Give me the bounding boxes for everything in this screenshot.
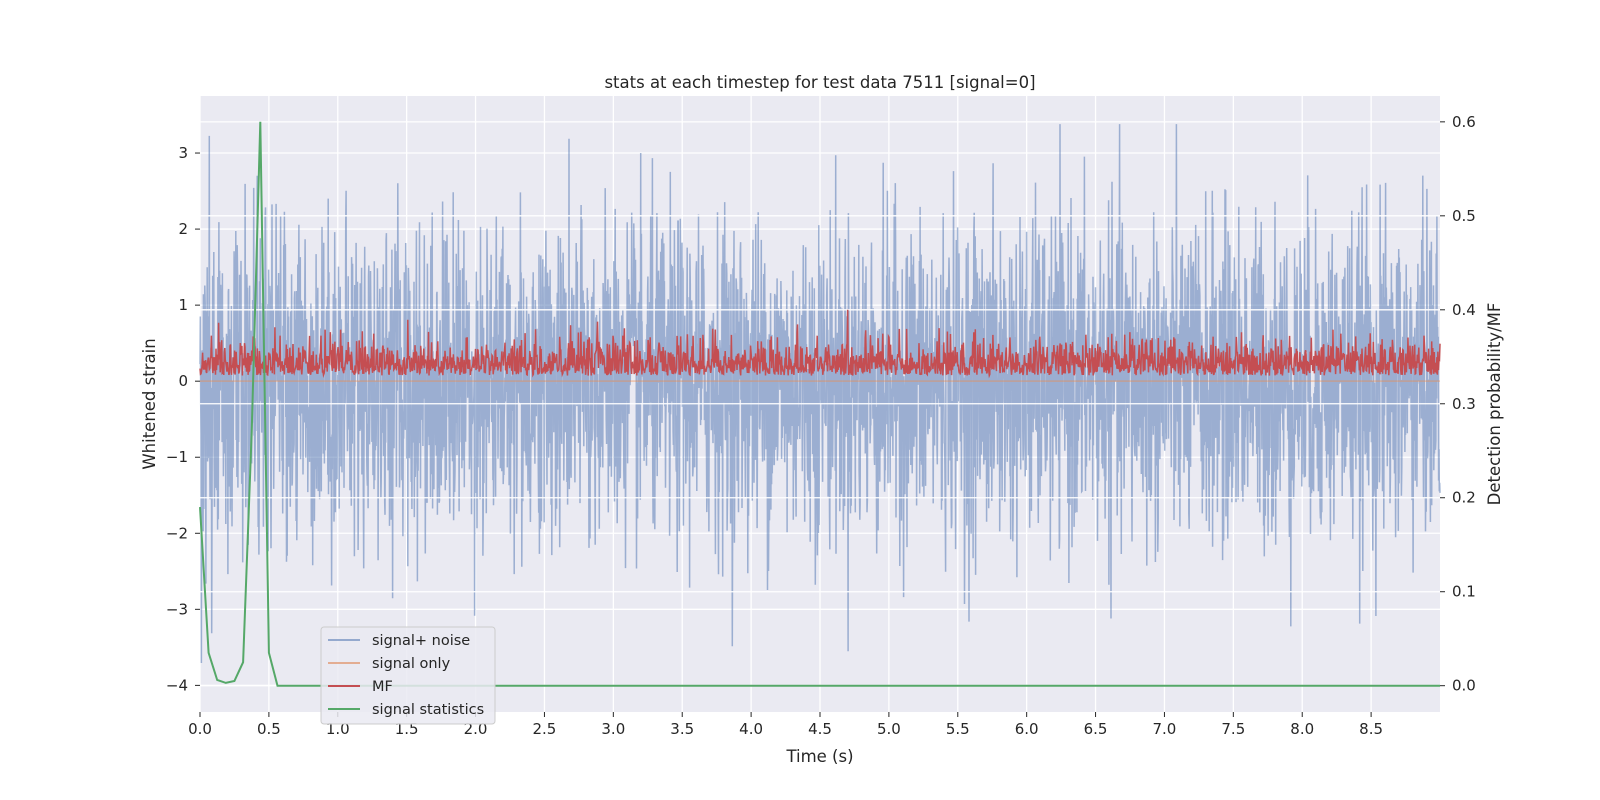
right-axis-series-layer: [199, 121, 1441, 687]
x-tick-label: 8.0: [1290, 720, 1314, 738]
series-mf: [199, 309, 1441, 379]
y-tick-label: −4: [166, 676, 188, 694]
x-tick-label: 0.0: [188, 720, 212, 738]
y-right-tick-label: 0.0: [1452, 677, 1476, 695]
legend: signal+ noise signal only MF signal stat…: [320, 626, 496, 725]
legend-label-signal-statistics: signal statistics: [372, 702, 484, 718]
y-tick-label: −2: [166, 524, 188, 542]
x-tick-label: 4.5: [808, 720, 832, 738]
y-right-ticks: 0.6 0.5 0.4 0.3 0.2 0.1 0.0: [1440, 113, 1476, 695]
x-tick-label: 5.5: [946, 720, 970, 738]
y-right-axis-label: Detection probability/MF: [1485, 303, 1504, 506]
x-tick-label: 3.0: [601, 720, 625, 738]
y-right-tick-label: 0.5: [1452, 207, 1476, 225]
y-right-tick-label: 0.3: [1452, 395, 1476, 413]
series-signal-noise: [199, 124, 1441, 664]
x-tick-label: 0.5: [257, 720, 281, 738]
y-right-tick-label: 0.4: [1452, 301, 1476, 319]
legend-box: [320, 626, 496, 725]
x-tick-label: 7.0: [1153, 720, 1177, 738]
x-axis-label: Time (s): [785, 747, 853, 766]
y-tick-label: 0: [178, 372, 188, 390]
x-tick-label: 7.5: [1221, 720, 1245, 738]
y-axis-label: Whitened strain: [140, 338, 159, 469]
y-right-tick-label: 0.1: [1452, 583, 1476, 601]
series-signal-statistics: [199, 121, 1440, 687]
x-tick-label: 2.5: [533, 720, 557, 738]
x-tick-label: 8.5: [1359, 720, 1383, 738]
y-tick-label: 2: [178, 220, 188, 238]
legend-label-mf: MF: [372, 679, 393, 695]
y-tick-label: −3: [166, 600, 188, 618]
y-tick-label: 3: [178, 144, 188, 162]
x-tick-label: 6.5: [1084, 720, 1108, 738]
y-ticks: 3 2 1 0 −1 −2 −3 −4: [166, 144, 200, 694]
y-right-tick-label: 0.2: [1452, 489, 1476, 507]
x-tick-label: 5.0: [877, 720, 901, 738]
x-tick-label: 3.5: [670, 720, 694, 738]
x-tick-label: 6.0: [1015, 720, 1039, 738]
y-right-tick-label: 0.6: [1452, 113, 1476, 131]
x-tick-label: 4.0: [739, 720, 763, 738]
chart-title: stats at each timestep for test data 751…: [604, 73, 1035, 92]
y-tick-label: −1: [166, 448, 188, 466]
y-tick-label: 1: [178, 296, 188, 314]
x-ticks: 0.0 0.5 1.0 1.5 2.0 2.5 3.0 3.5 4.0 4.5 5.0 5.5 6.0 6…: [188, 712, 1383, 738]
legend-label-signal-only: signal only: [372, 656, 451, 672]
series-layer: [199, 124, 1441, 664]
legend-label-signal-noise: signal+ noise: [372, 633, 470, 649]
